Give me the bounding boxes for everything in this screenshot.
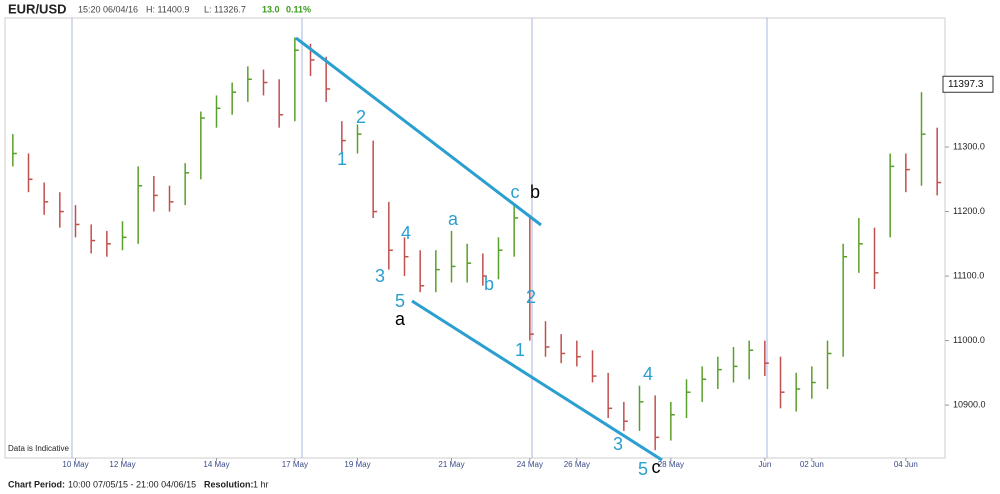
- wave-label: c: [652, 457, 661, 477]
- last-price-box: [942, 75, 994, 93]
- wave-label: 3: [613, 434, 623, 454]
- x-tick-label: 26 May: [564, 460, 590, 469]
- wave-label: 1: [337, 149, 347, 169]
- x-tick-label: 19 May: [344, 460, 370, 469]
- wave-label: b: [530, 182, 540, 202]
- x-tick-label: 28 May: [658, 460, 684, 469]
- y-tick-label: 11000.0: [953, 335, 985, 345]
- y-tick-label: 10900.0: [953, 399, 986, 409]
- x-tick-label: 10 May: [62, 460, 88, 469]
- wave-label: 4: [401, 223, 411, 243]
- high: H: 11400.9: [146, 4, 189, 14]
- period-label: Chart Period:: [8, 479, 65, 489]
- x-tick-label: 04 Jun: [894, 460, 918, 469]
- x-tick-label: Jun: [758, 460, 771, 469]
- wave-label: 2: [526, 287, 536, 307]
- time: 15:20 06/04/16: [78, 4, 138, 14]
- wave-label: a: [395, 309, 406, 329]
- y-tick-label: 11200.0: [953, 206, 985, 216]
- x-tick-label: 12 May: [109, 460, 135, 469]
- x-tick-label: 14 May: [203, 460, 229, 469]
- wave-label: 4: [643, 364, 653, 384]
- wave-label: 5: [395, 291, 405, 311]
- wave-label: 5: [638, 459, 648, 479]
- change: 13.0: [262, 4, 280, 14]
- wave-label: 2: [356, 107, 366, 127]
- wave-label: 3: [375, 266, 385, 286]
- wave-label: b: [484, 274, 494, 294]
- trend-line: [295, 36, 542, 227]
- note: Data is Indicative: [8, 444, 69, 453]
- y-tick-label: 11100.0: [953, 270, 984, 280]
- x-tick-label: 17 May: [282, 460, 308, 469]
- change-pct: 0.11%: [286, 4, 311, 14]
- resolution-label: Resolution:: [204, 479, 254, 489]
- low: L: 11326.7: [204, 4, 246, 14]
- wave-label: 1: [515, 340, 525, 360]
- x-tick-label: 02 Jun: [800, 460, 824, 469]
- x-tick-label: 21 May: [438, 460, 464, 469]
- wave-label: c: [511, 182, 520, 202]
- x-tick-label: 24 May: [517, 460, 543, 469]
- trend-line: [411, 299, 663, 462]
- y-tick-label: 11300.0: [953, 141, 985, 151]
- plot-frame: [4, 17, 946, 459]
- wave-label: a: [448, 209, 459, 229]
- resolution: 1 hr: [253, 479, 269, 489]
- period: 10:00 07/05/15 - 21:00 04/06/15: [68, 479, 196, 489]
- last-price-label: 11397.3: [948, 79, 984, 90]
- symbol: EUR/USD: [8, 1, 67, 16]
